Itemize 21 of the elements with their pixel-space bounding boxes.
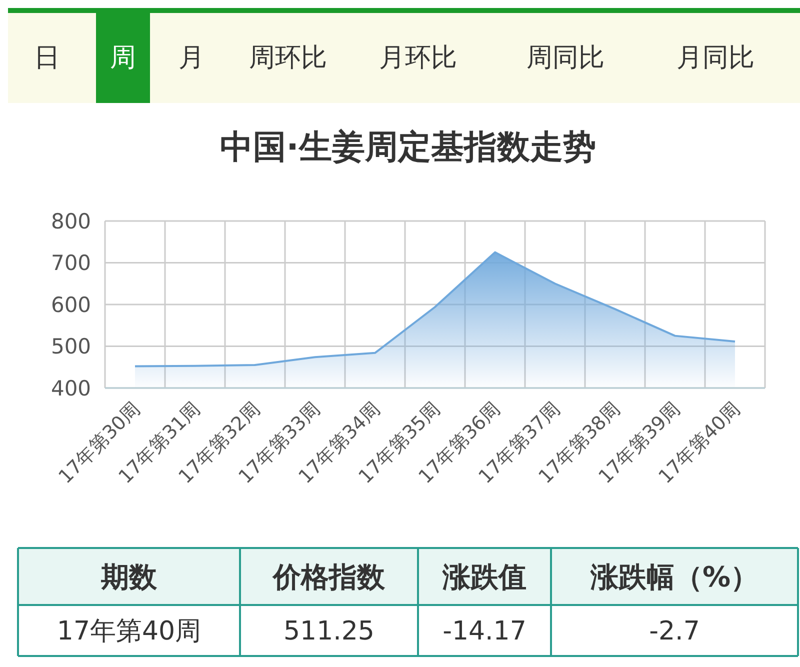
text: 月 [178, 43, 204, 73]
text: 17年第40周 [56, 616, 202, 647]
text: 价格指数 [272, 560, 386, 594]
text: 周环比 [249, 43, 327, 73]
text: 期数 [100, 560, 158, 594]
text: 涨跌幅（%） [589, 560, 759, 594]
text: 月环比 [379, 43, 457, 73]
text: 周 [110, 43, 136, 73]
text: 月同比 [676, 43, 754, 73]
text: 周同比 [526, 43, 604, 73]
text: 511.25 [284, 616, 374, 647]
chart-title: 中国·生姜周定基指数走势 [220, 127, 596, 166]
y-tick-label: 700 [50, 251, 92, 276]
y-tick-label: 400 [50, 376, 92, 400]
text: 日 [34, 43, 60, 73]
y-tick-label: 800 [50, 209, 92, 234]
text: 涨跌值 [442, 560, 526, 594]
y-tick-label: 600 [50, 292, 92, 317]
text: -14.17 [442, 616, 526, 647]
text: -2.7 [649, 616, 700, 647]
y-tick-label: 500 [50, 334, 92, 359]
